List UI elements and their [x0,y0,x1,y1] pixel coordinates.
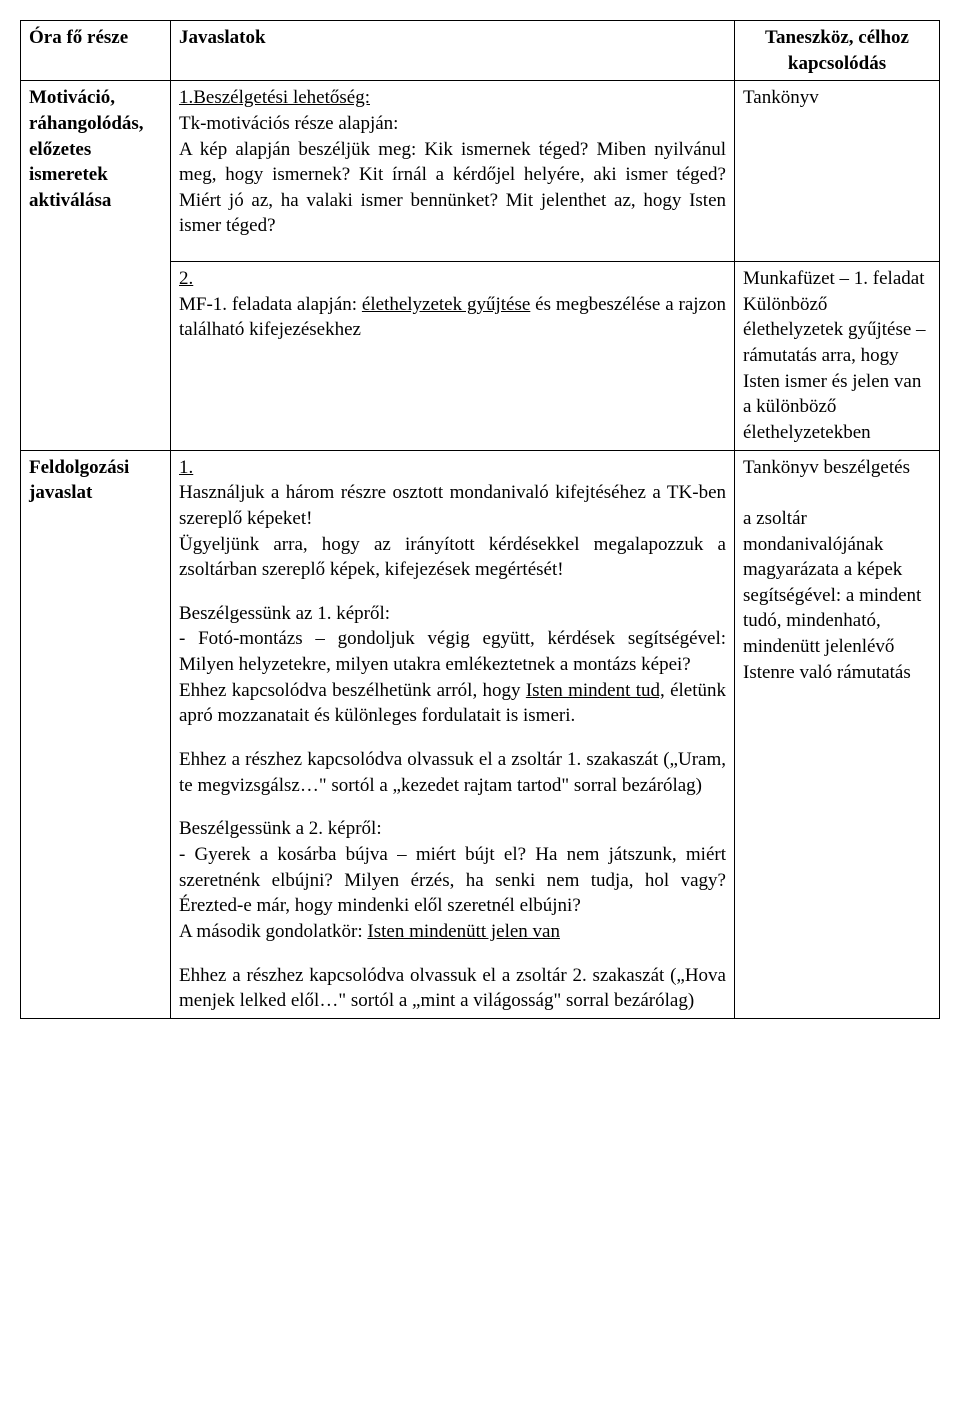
item-2-number: 2. [179,268,193,289]
header-col3: Taneszköz, célhoz kapcsolódás [735,21,940,81]
item-2-a: MF-1. feladata alapján: [179,294,362,315]
motivation-tool-2: Munkafüzet – 1. feladat Különböző élethe… [735,262,940,450]
processing-label: Feldolgozási javaslat [21,450,171,1018]
motivation-tool-1: Tankönyv [735,81,940,262]
talk-option-title: 1.Beszélgetési lehetőség: [179,87,370,108]
header-row: Óra fő része Javaslatok Taneszköz, célho… [21,21,940,81]
motivation-content-2: 2. MF-1. feladata alapján: élethelyzetek… [171,262,735,450]
proc-p5b: A második gondolatkör: Isten mindenütt j… [179,919,726,945]
processing-tool: Tankönyv beszélgetés a zsoltár mondaniva… [735,450,940,1018]
proc-p3-body: - Fotó-montázs – gondoljuk végig együtt,… [179,626,726,677]
motivation-label: Motiváció, ráhangolódás, előzetes ismere… [21,81,171,450]
proc-p5b-a: A második gondolatkör: [179,921,367,942]
item-2-u: élethelyzetek gyűjtése [362,294,530,315]
proc-p3b-a: Ehhez kapcsolódva beszélhetünk arról, ho… [179,680,526,701]
row-motivation: Motiváció, ráhangolódás, előzetes ismere… [21,81,940,262]
proc-p6: Ehhez a részhez kapcsolódva olvassuk el … [179,963,726,1014]
talk-option-body: Tk-motivációs része alapján: A kép alapj… [179,113,726,237]
proc-p3-title: Beszélgessünk az 1. képről: [179,601,726,627]
proc-p3b-u: Isten mindent tud, [526,680,665,701]
proc-p5-title: Beszélgessünk a 2. képről: [179,816,726,842]
motivation-content-1: 1.Beszélgetési lehetőség: Tk-motivációs … [171,81,735,262]
proc-p3b: Ehhez kapcsolódva beszélhetünk arról, ho… [179,678,726,729]
row-processing: Feldolgozási javaslat 1. Használjuk a há… [21,450,940,1018]
proc-p4: Ehhez a részhez kapcsolódva olvassuk el … [179,747,726,798]
proc-p5b-u: Isten mindenütt jelen van [367,921,560,942]
header-col1: Óra fő része [21,21,171,81]
proc-p5-body: - Gyerek a kosárba bújva – miért bújt el… [179,842,726,919]
lesson-plan-table: Óra fő része Javaslatok Taneszköz, célho… [20,20,940,1019]
proc-p2: Ügyeljünk arra, hogy az irányított kérdé… [179,532,726,583]
proc-p1: Használjuk a három részre osztott mondan… [179,480,726,531]
processing-content: 1. Használjuk a három részre osztott mon… [171,450,735,1018]
header-col2: Javaslatok [171,21,735,81]
proc-num: 1. [179,457,193,478]
